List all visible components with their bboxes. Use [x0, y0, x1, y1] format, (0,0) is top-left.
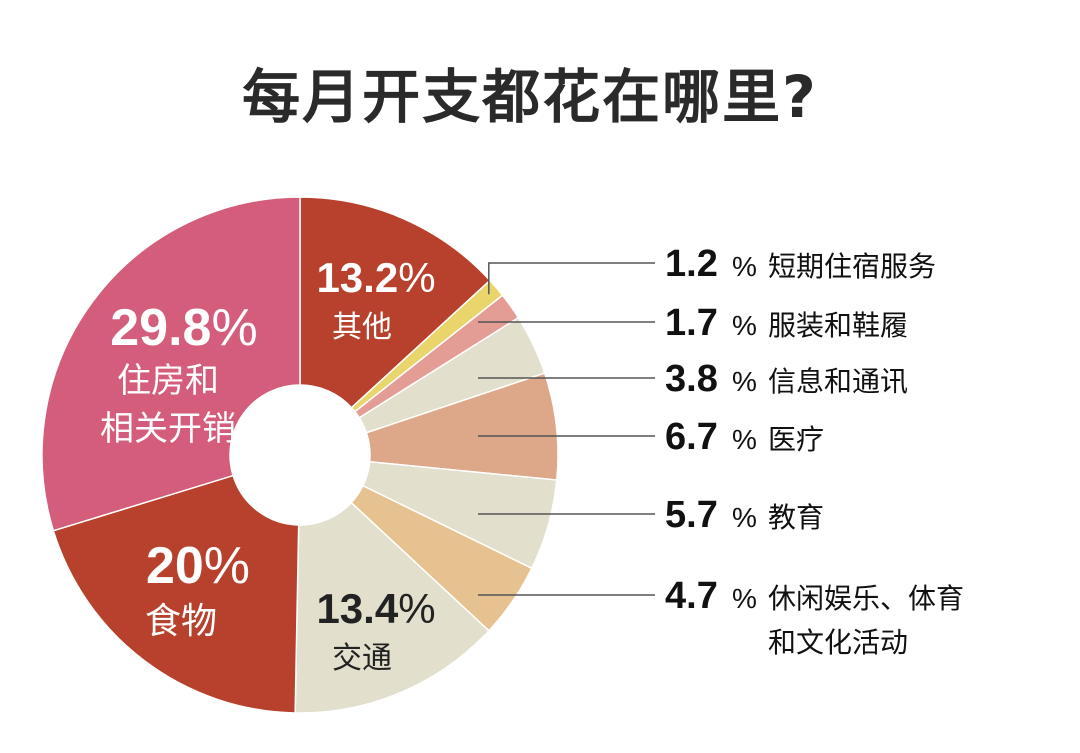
legend-value-3: 3.8 [665, 358, 718, 400]
pie-slice-7 [294, 501, 490, 714]
legend-percent-6: % [732, 583, 757, 614]
legend-name-3: 信息和通讯 [768, 365, 908, 398]
slice-value-label-8: 20% [146, 537, 250, 595]
chart-title: 每月开支都花在哪里? [242, 63, 818, 131]
legend-value-1: 1.2 [665, 243, 718, 285]
legend-value-2: 1.7 [665, 302, 718, 344]
legend-percent-3: % [732, 366, 757, 397]
legend-value-6: 4.7 [665, 575, 718, 617]
legend-name-2: 服装和鞋履 [768, 309, 908, 342]
legend-name-6-line-0: 休闲娱乐、体育 [768, 582, 964, 615]
legend-percent-1: % [732, 251, 757, 282]
slice-name-label-8: 食物 [145, 601, 217, 642]
slice-value-label-7: 13.4% [316, 585, 435, 632]
slice-name-label-9-line-1: 相关开销 [100, 409, 236, 449]
slices-layer [41, 196, 559, 714]
legend-name-5: 教育 [768, 501, 824, 534]
legend-name-1: 短期住宿服务 [768, 250, 936, 283]
pie-slice-8 [52, 474, 300, 714]
legend-layer: 1.2% 短期住宿服务 1.7% 服装和鞋履 3.8% 信息和通讯 6.7% 医疗 5.7% 教育… [478, 243, 964, 659]
pie-slice-9 [41, 196, 301, 532]
legend-value-4: 6.7 [665, 416, 718, 458]
slice-value-label-0: 13.2% [316, 254, 435, 301]
slice-name-label-0: 其他 [332, 310, 392, 345]
legend-percent-5: % [732, 502, 757, 533]
legend-percent-4: % [732, 424, 757, 455]
slice-name-label-9-line-0: 住房和 [117, 361, 219, 401]
slice-value-label-9: 29.8% [110, 299, 257, 357]
legend-percent-2: % [732, 310, 757, 341]
legend-value-5: 5.7 [665, 494, 718, 536]
legend-name-4: 医疗 [768, 423, 824, 456]
pie-slice-0 [299, 196, 492, 409]
slice-name-label-7: 交通 [332, 641, 392, 676]
leader-line-1 [488, 262, 655, 295]
legend-name-6-line-1: 和文化活动 [768, 626, 908, 659]
